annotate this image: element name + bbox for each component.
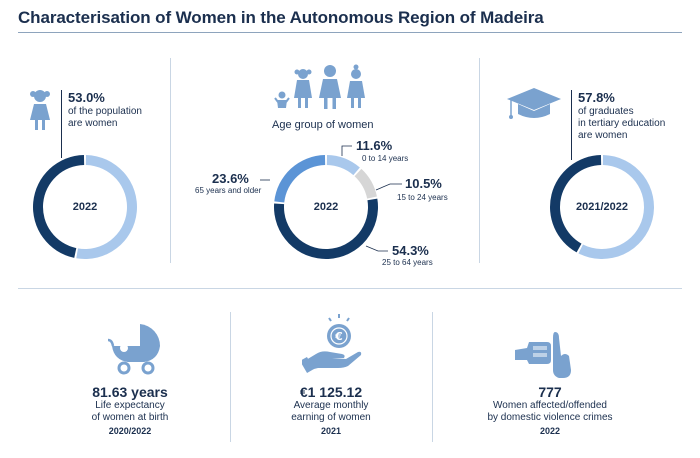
life-expectancy-value: 81.63 years	[92, 384, 168, 400]
population-donut	[32, 154, 138, 260]
donut-slice-other	[550, 155, 602, 253]
population-leader-line	[61, 90, 62, 158]
population-year: 2022	[72, 201, 98, 213]
graduates-donut	[549, 154, 655, 260]
age-group-year: 2022	[313, 201, 339, 213]
monthly-earning-year: 2021	[320, 426, 342, 436]
baby-carriage-icon	[106, 320, 164, 376]
domestic-violence-line2: by domestic violence crimes	[487, 412, 613, 423]
monthly-earning-value: €1 125.12	[299, 384, 363, 400]
title-underline	[18, 32, 682, 33]
domestic-violence-line1: Women affected/offended	[493, 400, 607, 411]
donut-slice-other	[32, 155, 85, 258]
domestic-violence-stat: 777 Women affected/offended by domestic …	[440, 384, 660, 437]
age-segment-3-label: 65 years and older	[195, 186, 262, 195]
family-women-icon	[274, 62, 374, 112]
population-line2: are women	[68, 118, 118, 129]
domestic-violence-value: 777	[538, 384, 562, 400]
divider-4	[432, 312, 433, 442]
page-title: Characterisation of Women in the Autonom…	[18, 8, 544, 27]
age-group-donut	[273, 154, 379, 260]
graduates-leader-line	[571, 90, 572, 160]
life-expectancy-line2: of women at birth	[91, 412, 169, 423]
age-segment-3-value: 23.6%	[212, 171, 249, 186]
divider-1	[170, 58, 171, 263]
graduation-cap-icon	[505, 86, 563, 124]
euro-coin-hand-icon: €	[302, 312, 364, 374]
girl-icon	[28, 88, 52, 132]
donut-slice-15-24	[354, 168, 377, 199]
graduates-year: 2021/2022	[576, 201, 628, 213]
section-divider	[18, 288, 682, 289]
life-expectancy-line1: Life expectancy	[95, 400, 165, 411]
donut-slice-women	[578, 155, 654, 259]
monthly-earning-line2: earning of women	[291, 412, 371, 423]
population-line1: of the population	[68, 106, 142, 117]
monthly-earning-line1: Average monthly	[293, 400, 369, 411]
divider-3	[230, 312, 231, 442]
donut-slice-25-64	[274, 198, 378, 259]
age-segment-2-value: 54.3%	[392, 243, 429, 258]
age-segment-0-value: 11.6%	[356, 138, 393, 153]
age-segment-1-value: 10.5%	[405, 176, 442, 191]
monthly-earning-stat: €1 125.12 Average monthly earning of wom…	[241, 384, 421, 437]
age-group-title: Age group of women	[272, 119, 374, 131]
divider-2	[479, 58, 480, 263]
donut-slice-0-14	[326, 155, 360, 176]
graduates-value: 57.8%	[578, 90, 615, 105]
population-value: 53.0%	[68, 90, 105, 105]
donut-slice-women	[76, 155, 137, 259]
stop-violence-hands-icon	[513, 330, 575, 380]
age-segment-0-label: 0 to 14 years	[362, 154, 409, 163]
life-expectancy-stat: 81.63 years Life expectancy of women at …	[40, 384, 220, 437]
graduates-line3: are women	[578, 130, 628, 141]
domestic-violence-year: 2022	[539, 426, 561, 436]
age-segment-1-label: 15 to 24 years	[397, 193, 448, 202]
graduates-line1: of graduates	[578, 106, 634, 117]
life-expectancy-year: 2020/2022	[108, 426, 152, 436]
graduates-line2: in tertiary education	[578, 118, 666, 129]
age-segment-2-label: 25 to 64 years	[382, 258, 433, 267]
donut-slice-65-plus	[274, 155, 326, 203]
svg-text:€: €	[334, 330, 343, 343]
